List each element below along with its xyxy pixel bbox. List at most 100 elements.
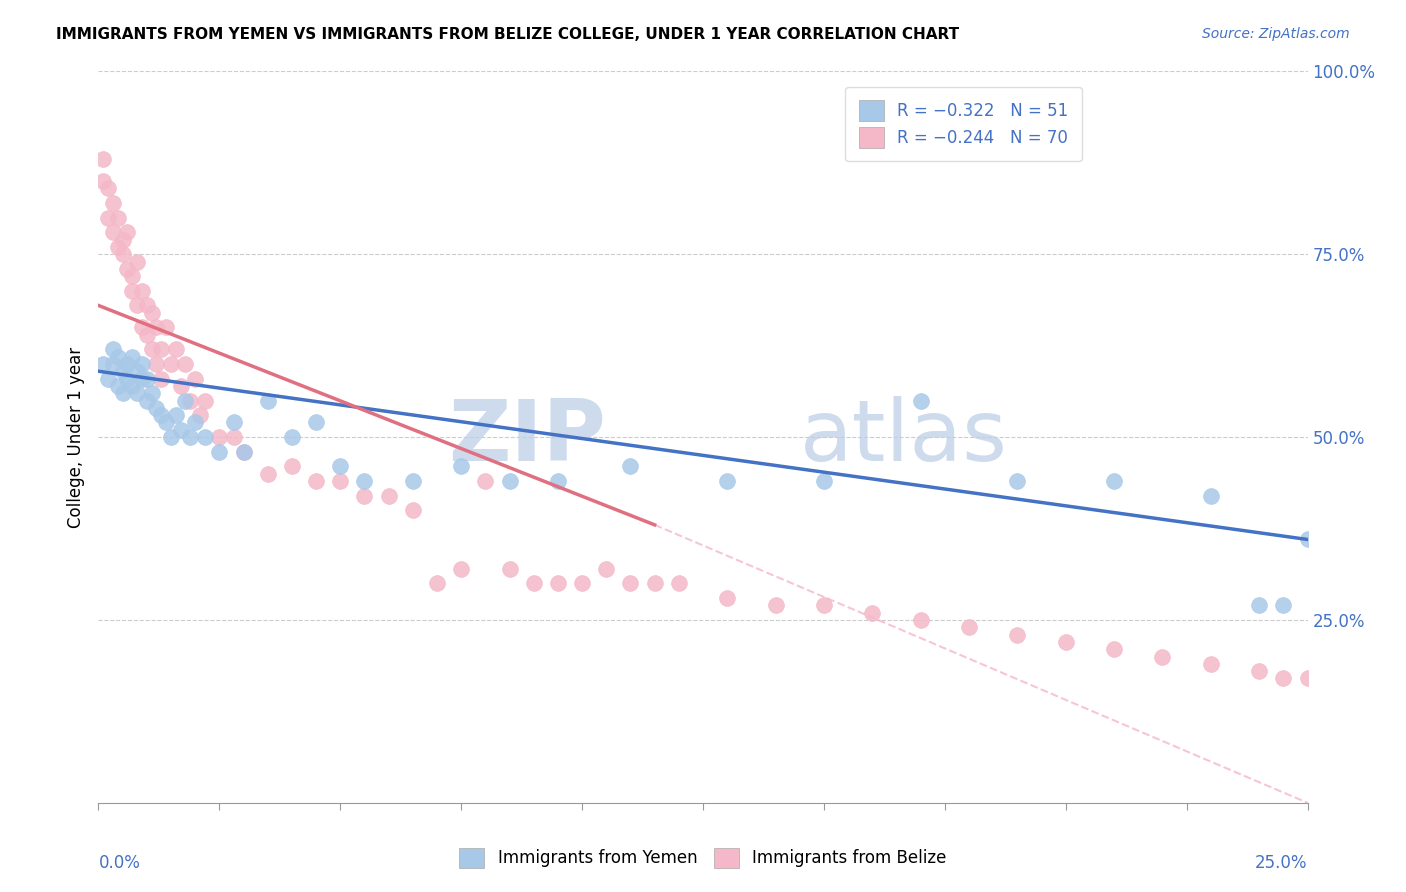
Point: [117, 261, 139, 276]
Point: [117, 371, 139, 385]
Point: [111, 233, 134, 247]
Point: [1296, 533, 1319, 547]
Point: [450, 459, 472, 474]
Point: [222, 416, 245, 430]
Point: [1249, 664, 1271, 678]
Point: [131, 284, 153, 298]
Text: 25.0%: 25.0%: [1256, 854, 1308, 872]
Point: [141, 386, 163, 401]
Point: [97, 211, 120, 225]
Point: [1249, 599, 1271, 613]
Point: [150, 408, 173, 422]
Point: [121, 269, 143, 284]
Point: [1007, 627, 1029, 641]
Point: [145, 357, 167, 371]
Point: [91, 174, 114, 188]
Point: [813, 599, 835, 613]
Point: [111, 364, 134, 378]
Point: [127, 386, 149, 401]
Y-axis label: College, Under 1 year: College, Under 1 year: [66, 346, 84, 528]
Point: [1272, 599, 1295, 613]
Point: [165, 343, 187, 357]
Point: [450, 562, 472, 576]
Point: [474, 474, 496, 488]
Point: [121, 379, 143, 393]
Point: [1296, 672, 1319, 686]
Point: [208, 430, 231, 444]
Point: [305, 474, 328, 488]
Text: IMMIGRANTS FROM YEMEN VS IMMIGRANTS FROM BELIZE COLLEGE, UNDER 1 YEAR CORRELATIO: IMMIGRANTS FROM YEMEN VS IMMIGRANTS FROM…: [56, 27, 959, 42]
Point: [765, 599, 787, 613]
Point: [107, 211, 129, 225]
Point: [127, 298, 149, 312]
Text: Source: ZipAtlas.com: Source: ZipAtlas.com: [1202, 27, 1350, 41]
Point: [329, 474, 352, 488]
Point: [91, 152, 114, 166]
Point: [547, 576, 569, 591]
Point: [1102, 642, 1125, 657]
Point: [256, 393, 278, 408]
Point: [131, 320, 153, 334]
Point: [145, 401, 167, 415]
Point: [910, 613, 932, 627]
Point: [135, 393, 157, 408]
Point: [155, 416, 177, 430]
Point: [957, 620, 980, 634]
Point: [117, 357, 139, 371]
Point: [160, 430, 183, 444]
Point: [329, 459, 352, 474]
Point: [127, 364, 149, 378]
Point: [194, 430, 217, 444]
Point: [644, 576, 666, 591]
Point: [101, 357, 124, 371]
Point: [910, 393, 932, 408]
Point: [860, 606, 883, 620]
Point: [121, 284, 143, 298]
Point: [145, 320, 167, 334]
Point: [1199, 489, 1222, 503]
Point: [194, 393, 217, 408]
Point: [523, 576, 546, 591]
Point: [127, 254, 149, 268]
Point: [281, 430, 304, 444]
Point: [184, 371, 207, 385]
Point: [97, 371, 120, 385]
Point: [169, 379, 191, 393]
Point: [813, 474, 835, 488]
Point: [353, 489, 375, 503]
Point: [305, 416, 328, 430]
Text: atlas: atlas: [800, 395, 1008, 479]
Point: [1102, 474, 1125, 488]
Point: [668, 576, 690, 591]
Point: [150, 343, 173, 357]
Point: [107, 240, 129, 254]
Point: [121, 350, 143, 364]
Point: [619, 576, 641, 591]
Point: [353, 474, 375, 488]
Point: [117, 225, 139, 239]
Legend: R = −0.322   N = 51, R = −0.244   N = 70: R = −0.322 N = 51, R = −0.244 N = 70: [845, 87, 1081, 161]
Point: [1199, 657, 1222, 671]
Point: [281, 459, 304, 474]
Point: [184, 416, 207, 430]
Point: [169, 423, 191, 437]
Point: [716, 591, 738, 605]
Point: [91, 357, 114, 371]
Point: [101, 225, 124, 239]
Point: [498, 562, 520, 576]
Point: [135, 371, 157, 385]
Point: [174, 357, 197, 371]
Point: [571, 576, 593, 591]
Point: [131, 357, 153, 371]
Point: [155, 320, 177, 334]
Point: [111, 247, 134, 261]
Point: [179, 393, 201, 408]
Point: [232, 444, 254, 458]
Point: [1152, 649, 1174, 664]
Legend: Immigrants from Yemen, Immigrants from Belize: Immigrants from Yemen, Immigrants from B…: [453, 841, 953, 875]
Point: [377, 489, 399, 503]
Point: [111, 386, 134, 401]
Point: [131, 371, 153, 385]
Point: [619, 459, 641, 474]
Point: [1272, 672, 1295, 686]
